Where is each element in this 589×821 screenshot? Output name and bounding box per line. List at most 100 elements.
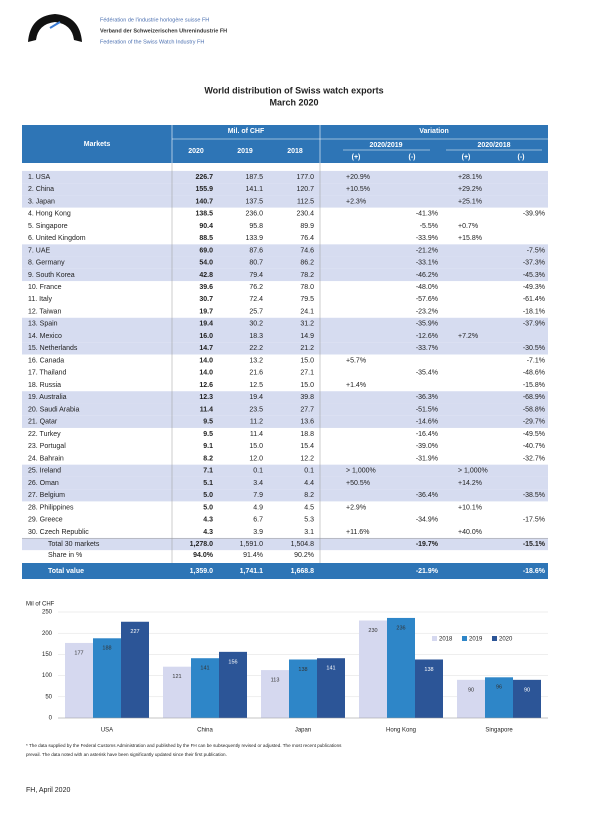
table-cell: -49.5%: [523, 431, 545, 438]
header-cell: 2020: [188, 148, 204, 155]
table-cell: 13. Spain: [28, 321, 58, 328]
table-cell: 17. Thailand: [28, 370, 67, 377]
bar: [65, 642, 93, 718]
table-cell: 11.4: [250, 431, 263, 438]
table-cell: 30.2: [249, 321, 263, 328]
table-cell: 5.0: [203, 492, 213, 499]
row-band: [22, 244, 548, 257]
bar: [191, 658, 219, 718]
table-cell: -34.9%: [416, 517, 438, 524]
table-cell: 1. USA: [28, 174, 51, 181]
table-cell: 16. Canada: [28, 357, 64, 364]
x-tick-label: Singapore: [485, 728, 513, 734]
table-cell: 13.6: [300, 419, 314, 426]
bar-label: 141: [326, 666, 335, 672]
table-cell: 9.5: [203, 419, 213, 426]
y-axis-label: Mil of CHF: [26, 602, 55, 608]
table-cell: 15.0: [300, 357, 314, 364]
table-cell: 27.1: [300, 370, 314, 377]
x-tick-label: Hong Kong: [386, 728, 416, 734]
header-cell: 2020/2018: [477, 142, 510, 149]
table-cell: -32.7%: [523, 455, 545, 462]
x-tick-label: China: [197, 728, 213, 734]
bar-label: 113: [271, 678, 280, 684]
legend-swatch: [432, 636, 437, 641]
table-cell: 1,668.8: [291, 568, 314, 575]
table-cell: 0.1: [253, 468, 263, 475]
table-cell: -39.9%: [523, 211, 545, 218]
header-cell: Variation: [419, 128, 449, 135]
table-cell: 15.0: [249, 443, 263, 450]
table-cell: Share in %: [48, 552, 82, 559]
row-band: [22, 391, 548, 404]
table-cell: -31.9%: [416, 455, 438, 462]
bar: [387, 617, 415, 718]
org-line: Verband der Schweizerischen Uhrenindustr…: [100, 28, 227, 34]
table-cell: 76.2: [249, 284, 263, 291]
table-cell: +7.2%: [458, 333, 478, 340]
table-cell: -58.8%: [523, 406, 545, 413]
table-cell: -48.0%: [416, 284, 438, 291]
table-cell: -51.5%: [416, 406, 438, 413]
table-cell: -21.9%: [416, 568, 439, 575]
table-cell: 39.6: [199, 284, 213, 291]
footnote: * The data supplied by the Federal Custo…: [26, 743, 342, 748]
y-tick-label: 200: [42, 631, 53, 637]
org-line: Federation of the Swiss Watch Industry F…: [100, 39, 204, 45]
table-cell: -35.9%: [416, 321, 438, 328]
table-cell: 155.9: [195, 186, 213, 193]
table-cell: 89.9: [300, 223, 314, 230]
table-cell: Total value: [48, 568, 84, 575]
table-cell: 8.2: [304, 492, 314, 499]
table-cell: +1.4%: [346, 382, 366, 389]
table-cell: 27.7: [300, 406, 314, 413]
bar-label: 227: [130, 629, 139, 635]
table-cell: 30.7: [199, 296, 213, 303]
total-band: [22, 563, 548, 579]
table-cell: -16.4%: [416, 431, 438, 438]
table-cell: -57.6%: [416, 296, 438, 303]
table-cell: 9.1: [203, 443, 213, 450]
row-band: [22, 476, 548, 490]
table-cell: 91.4%: [243, 552, 263, 559]
header-cell: 2020/2019: [369, 142, 402, 149]
table-cell: -30.5%: [523, 345, 545, 352]
table-cell: 18.3: [249, 333, 263, 340]
table-cell: 76.4: [300, 235, 314, 242]
table-cell: +15.8%: [458, 235, 482, 242]
table-cell: +10.5%: [346, 186, 370, 193]
table-cell: 7.1: [203, 468, 213, 475]
table-cell: Total 30 markets: [48, 541, 100, 548]
table-cell: -36.4%: [416, 492, 438, 499]
table-cell: 133.9: [245, 235, 263, 242]
bar: [317, 658, 345, 718]
table-cell: 80.7: [249, 260, 263, 267]
bar-label: 236: [396, 625, 405, 631]
table-cell: -61.4%: [523, 296, 545, 303]
table-cell: 15.4: [300, 443, 314, 450]
bar-label: 141: [200, 666, 209, 672]
table-cell: 1,504.8: [291, 541, 314, 548]
table-cell: 18. Russia: [28, 382, 61, 389]
bar-label: 96: [496, 685, 502, 691]
table-cell: 19.4: [249, 394, 263, 401]
legend-label: 2020: [499, 637, 513, 643]
row-band: [22, 195, 548, 208]
table-cell: 7. UAE: [28, 247, 51, 254]
table-cell: 12.6: [199, 382, 213, 389]
bar-label: 90: [468, 687, 474, 693]
table-cell: 94.0%: [193, 552, 214, 559]
table-cell: -39.0%: [416, 443, 438, 450]
header-band: [22, 125, 548, 163]
table-cell: 69.0: [199, 247, 213, 254]
table-cell: 72.4: [249, 296, 263, 303]
table-cell: 141.1: [245, 186, 263, 193]
table-cell: -33.7%: [416, 345, 438, 352]
table-cell: 5. Singapore: [28, 223, 68, 230]
y-tick-label: 250: [42, 610, 53, 616]
table-cell: 230.4: [296, 211, 314, 218]
table-cell: +20.9%: [346, 174, 370, 181]
table-cell: 15. Netherlands: [28, 345, 78, 352]
bar: [93, 638, 121, 718]
